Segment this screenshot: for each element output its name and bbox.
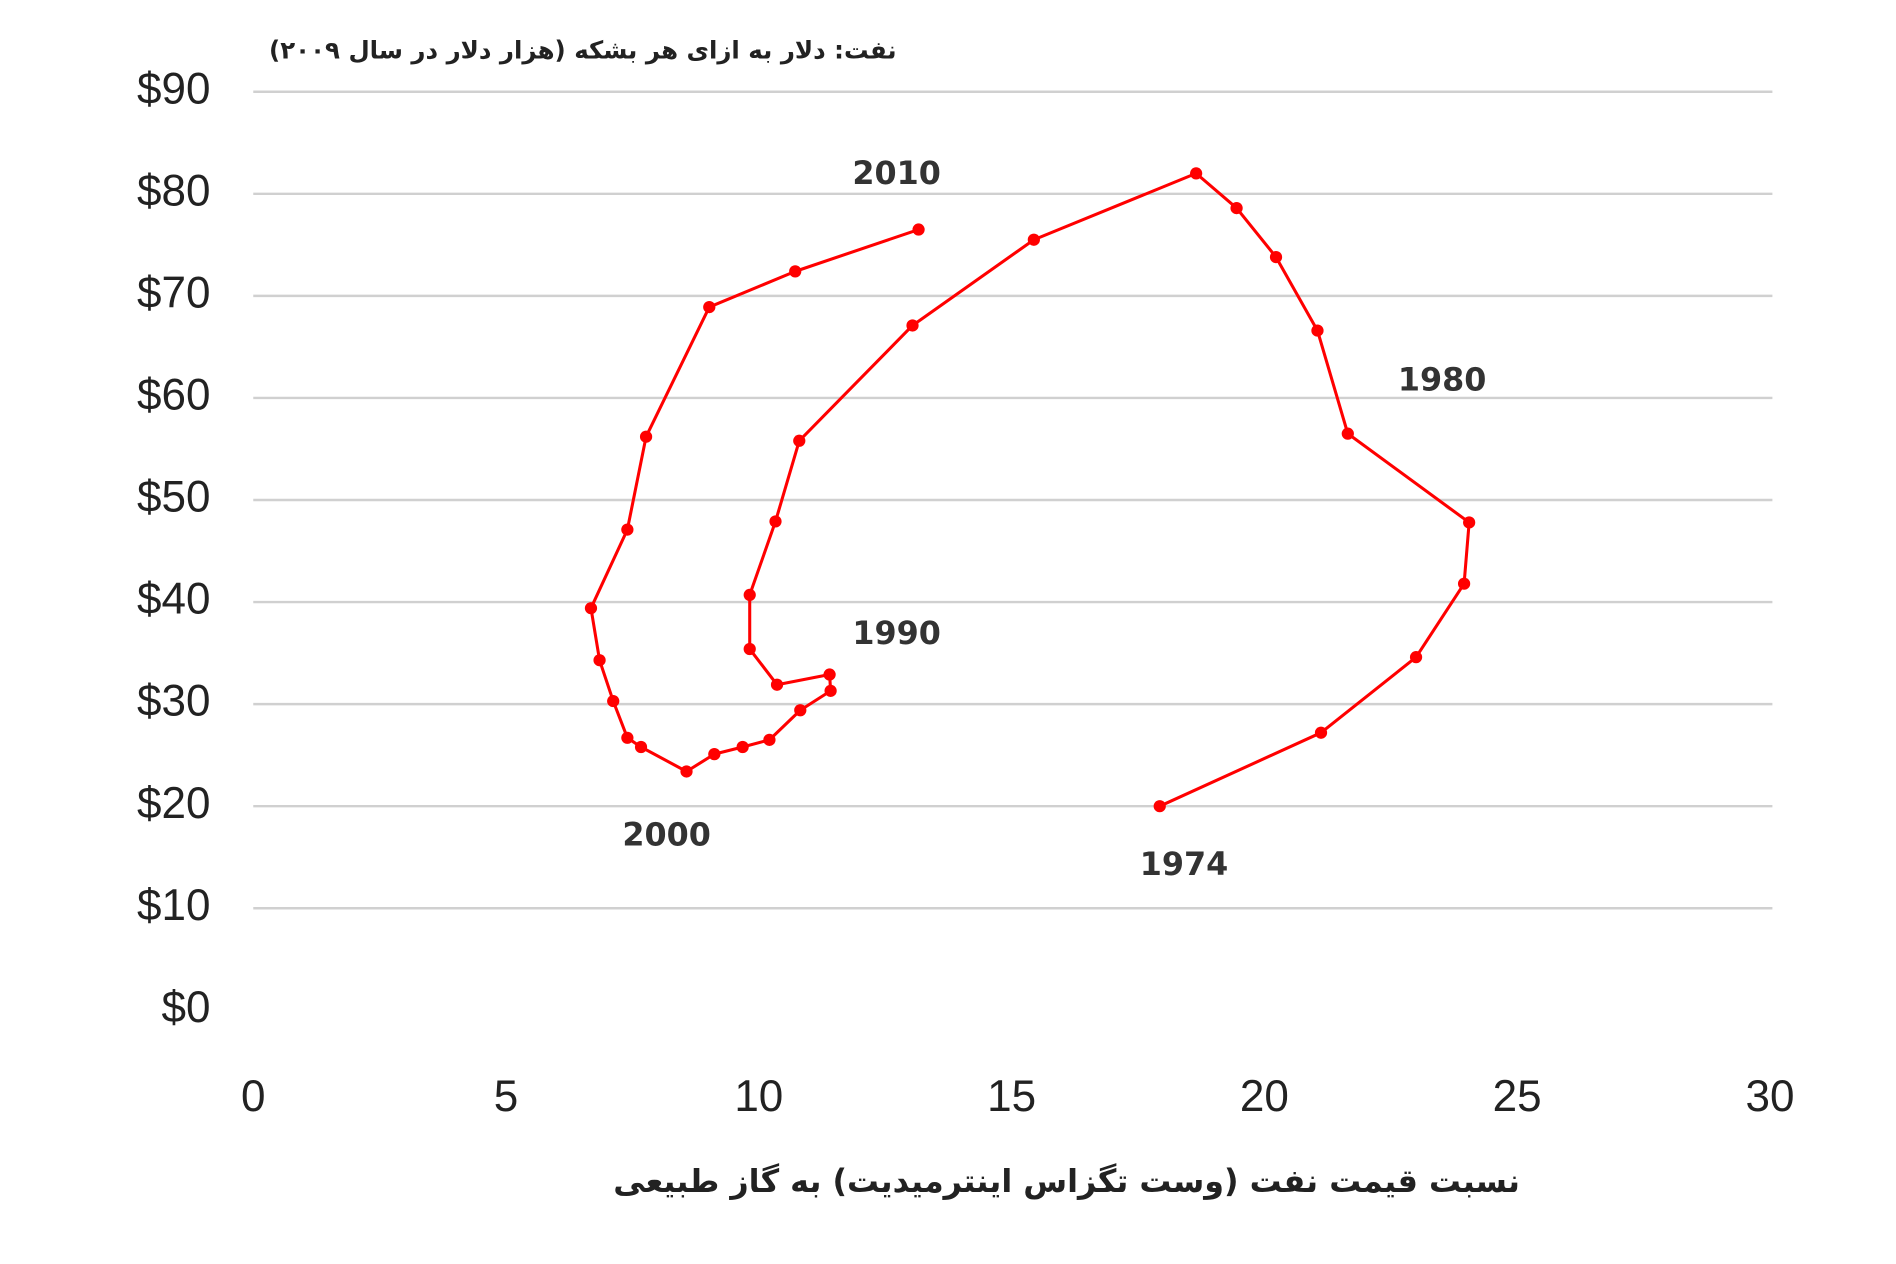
data-point [1341,427,1354,440]
data-point [584,602,598,615]
data-point [794,704,807,717]
series-line [589,171,1471,808]
data-point [743,642,756,656]
data-point [1027,233,1040,246]
data-point [906,319,919,332]
y-tick-label: $10 [137,881,210,930]
y-tick-label: $80 [137,166,210,215]
data-point [1190,167,1203,180]
x-tick-label: 5 [494,1072,518,1121]
data-point [1269,250,1283,264]
annotation: 2010 [852,155,941,192]
y-tick-label: $0 [161,983,210,1032]
annotation: 1990 [852,615,941,652]
data-point [621,731,634,744]
x-tick-label: 20 [1240,1072,1289,1121]
annotation: 1980 [1398,362,1487,399]
data-point [593,654,606,667]
data-point [770,678,784,691]
data-point [1230,201,1243,215]
data-point [1311,324,1324,337]
y-tick-label: $90 [137,64,210,113]
data-point [743,588,756,602]
y-tick-label: $40 [137,575,210,624]
x-tick-label: 25 [1493,1072,1542,1121]
data-point [1457,577,1471,590]
data-point [823,668,836,681]
y-tick-label: $60 [137,371,210,420]
data-point [736,740,749,754]
data-point [634,740,648,754]
data-point [607,694,620,708]
x-tick-label: 10 [734,1072,783,1121]
data-point [912,223,925,236]
x-tick-label: 15 [987,1072,1036,1121]
data-point [703,300,716,314]
x-tick-label: 30 [1745,1072,1794,1121]
data-point [708,748,721,761]
y-tick-label: $20 [137,779,210,828]
data-point [639,430,653,443]
y-tick-label: $30 [137,677,210,726]
annotation: 2000 [622,817,711,854]
data-point [1409,651,1423,664]
y-tick-label: $50 [137,473,210,522]
data-point [789,265,802,278]
data-point [769,515,782,528]
data-point [793,434,806,447]
x-axis-title: نسبت قیمت نفت (وست تگزاس اینترمیدیت) به … [613,1163,1520,1200]
data-point [680,765,693,778]
y-tick-label: $70 [137,268,210,317]
data-point [1314,726,1328,739]
data-point [763,733,776,746]
x-tick-label: 0 [241,1072,265,1121]
data-point [1463,516,1476,529]
annotation: 1974 [1140,846,1229,883]
data-point [1153,800,1166,813]
data-point [621,523,634,536]
y-axis-title: نفت: دلار به ازای هر بشکه (هزار دلار در … [269,35,897,64]
data-point [824,684,837,697]
